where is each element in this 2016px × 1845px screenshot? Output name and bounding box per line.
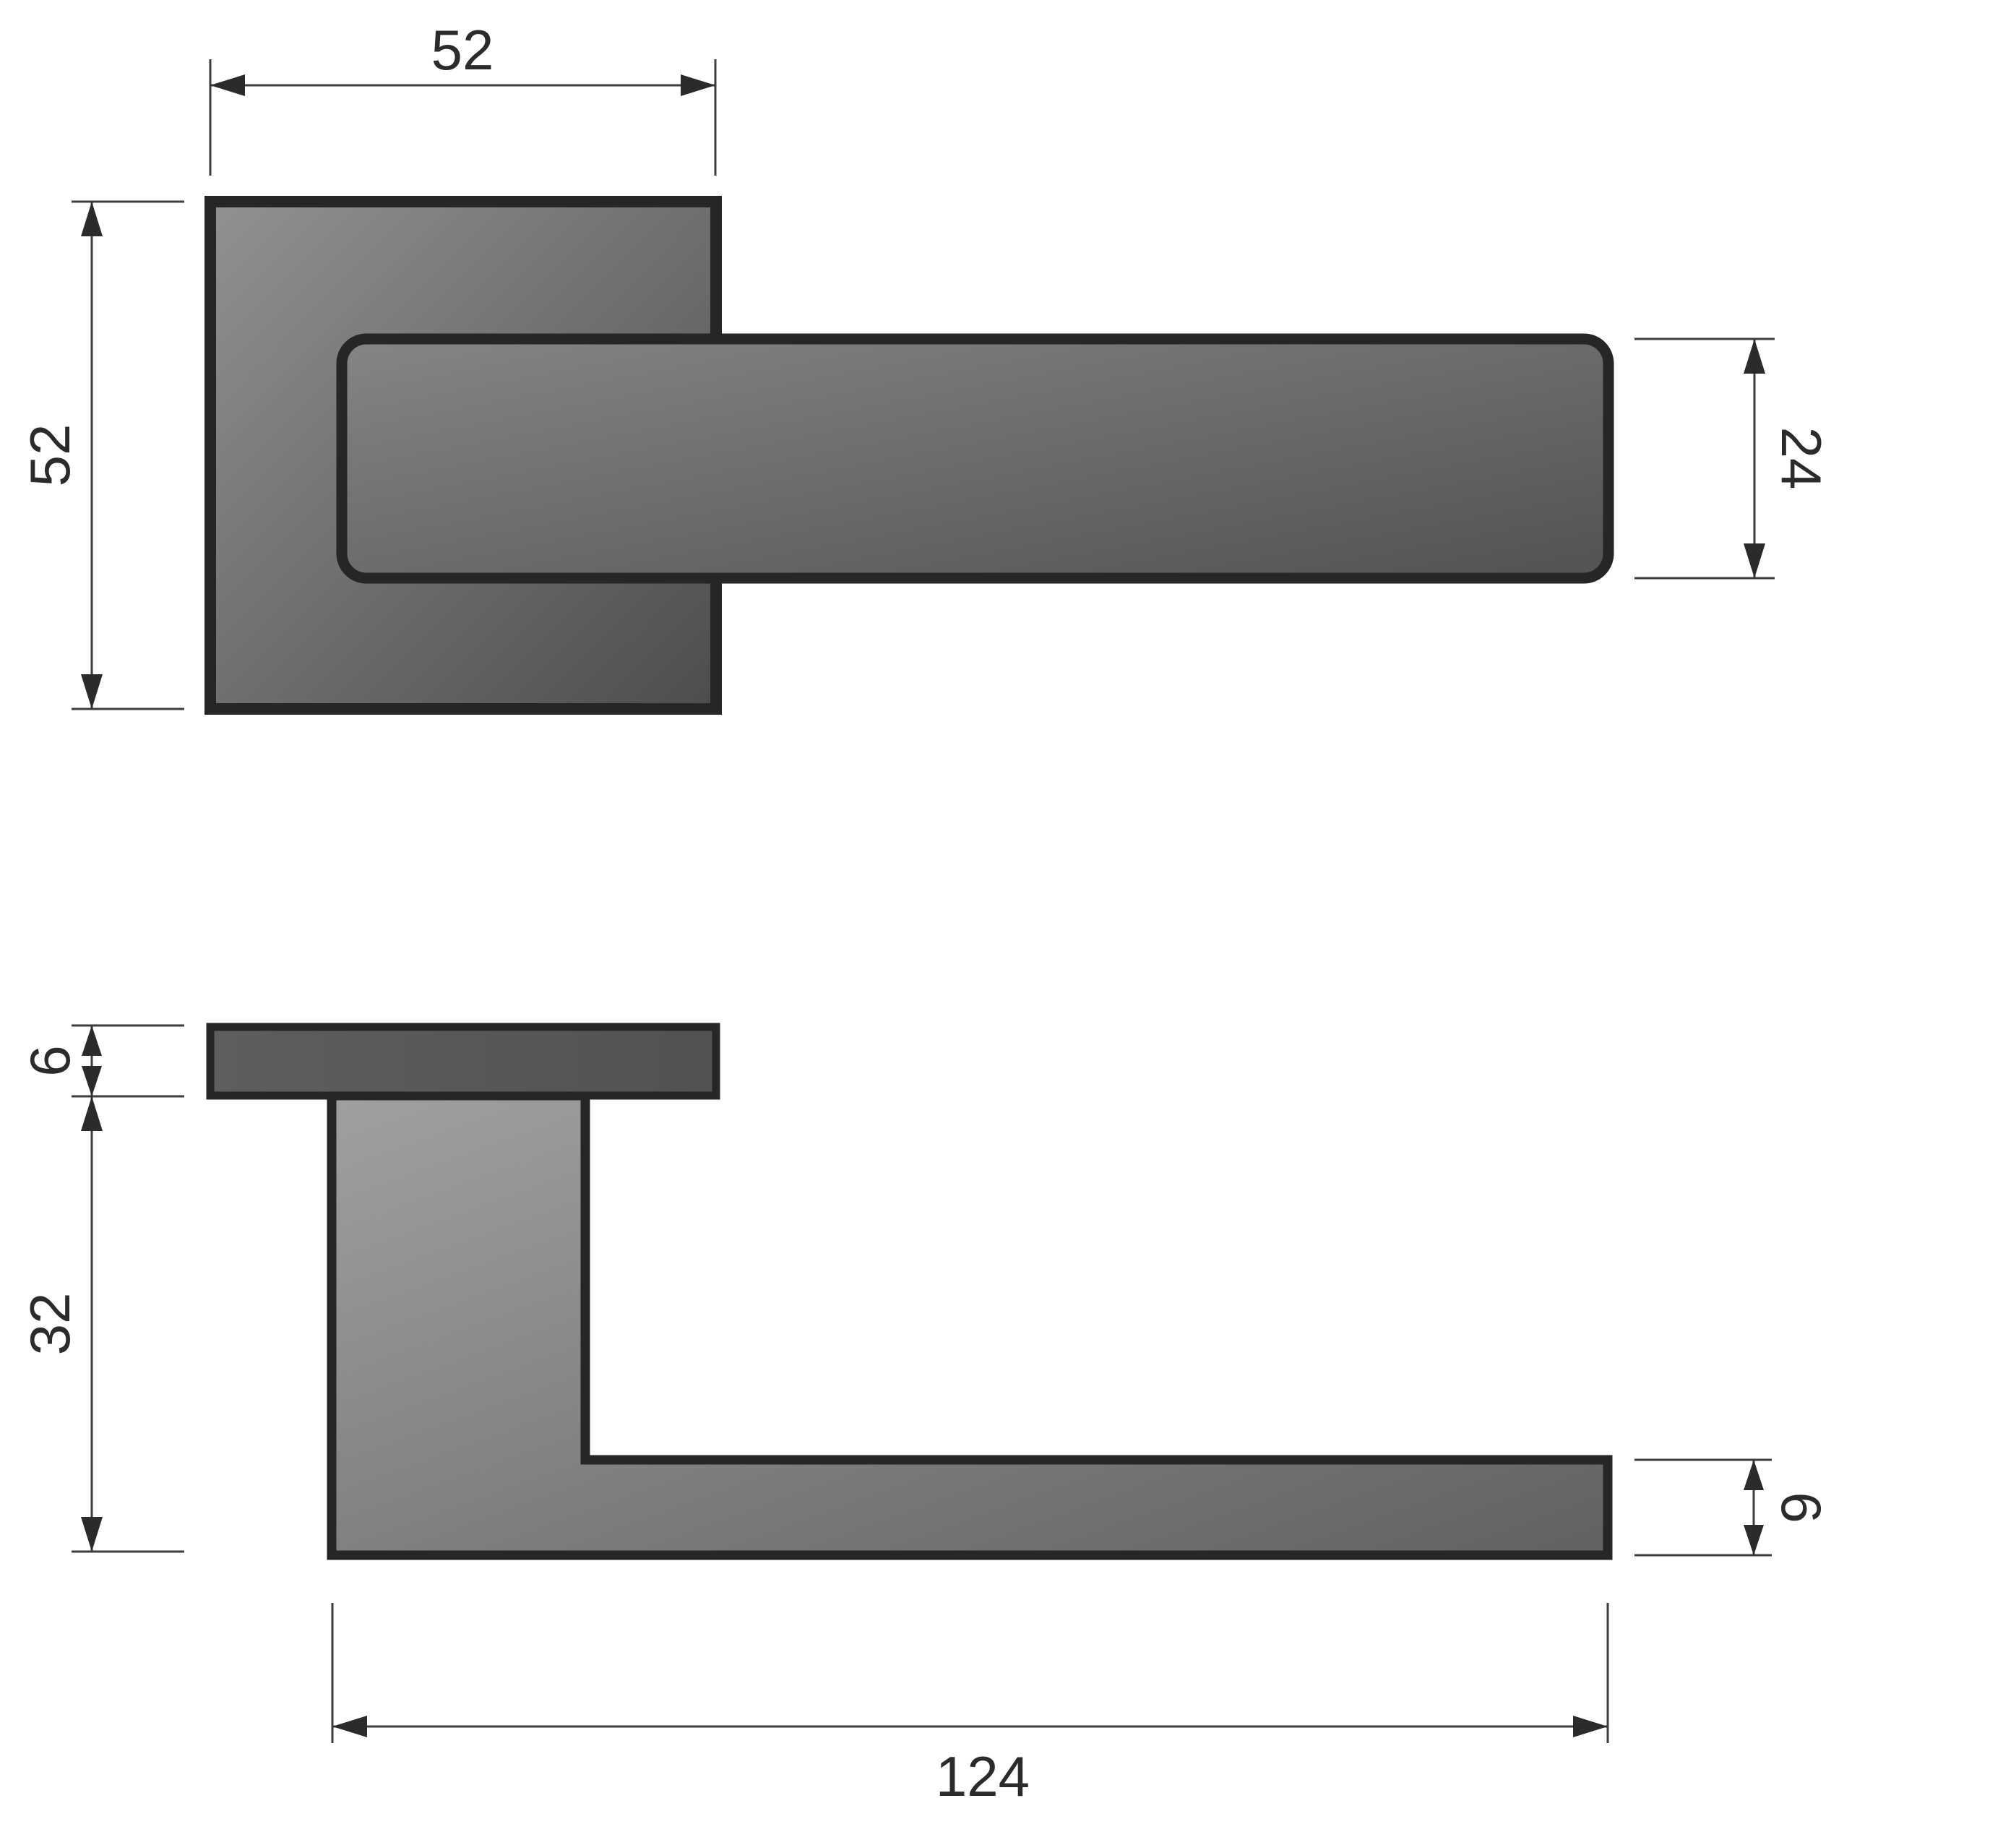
dim-label-rose-height: 52 <box>18 424 82 487</box>
arrowhead-right <box>1573 1716 1608 1737</box>
front-lever-bar <box>336 333 1614 584</box>
side-handle-profile <box>327 1091 1613 1560</box>
dim-rose-height: 52 <box>18 200 184 710</box>
dim-rose-depth: 6 <box>18 1024 184 1098</box>
dim-label-rose-depth: 6 <box>18 1045 82 1076</box>
dim-total-length: 124 <box>331 1603 1609 1808</box>
arrowhead-right <box>681 74 715 96</box>
dim-label-rose-width: 52 <box>431 18 494 82</box>
arrowhead-top <box>1744 339 1765 374</box>
dim-lever-depth: 6 <box>1634 1458 1833 1557</box>
arrowhead-bottom <box>82 1066 102 1096</box>
dim-label-grip-clearance: 32 <box>18 1293 82 1356</box>
arrowhead-top <box>82 1025 102 1056</box>
dim-label-lever-depth: 6 <box>1770 1492 1833 1523</box>
arrowhead-top <box>81 1096 103 1131</box>
arrowhead-bottom <box>1744 1525 1764 1555</box>
arrowhead-top <box>1744 1460 1764 1490</box>
arrowhead-bottom <box>81 674 103 709</box>
dim-rose-width: 52 <box>209 18 717 176</box>
dim-lever-thickness: 24 <box>1634 337 1833 580</box>
arrowhead-top <box>81 202 103 236</box>
dim-label-total-length: 124 <box>936 1745 1030 1808</box>
dim-grip-clearance: 32 <box>18 1096 184 1553</box>
arrowhead-bottom <box>81 1517 103 1552</box>
side-rose-strip <box>206 1023 720 1100</box>
side-view: 6 32 6 <box>18 1023 1833 1808</box>
front-view: 52 52 24 <box>18 18 1833 715</box>
arrowhead-bottom <box>1744 543 1765 578</box>
arrowhead-left <box>332 1716 367 1737</box>
dim-label-lever-thickness: 24 <box>1770 427 1833 490</box>
arrowhead-left <box>210 74 245 96</box>
